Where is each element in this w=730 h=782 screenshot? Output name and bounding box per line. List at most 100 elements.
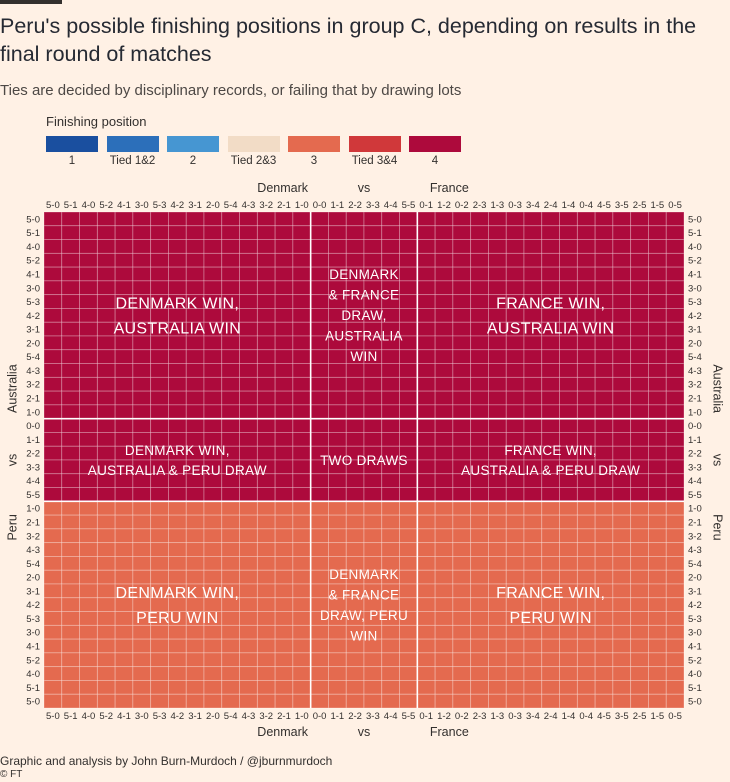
heatmap-cell bbox=[274, 611, 294, 626]
heatmap-cell bbox=[559, 363, 578, 378]
heatmap-cell bbox=[488, 418, 507, 433]
heatmap-cell bbox=[150, 335, 169, 351]
heatmap-cell bbox=[452, 225, 472, 240]
heatmap-cell bbox=[665, 597, 685, 612]
heatmap-cell bbox=[665, 432, 685, 447]
heatmap-cell bbox=[310, 280, 329, 296]
heatmap-cell bbox=[221, 666, 240, 681]
heatmap-cell bbox=[541, 376, 560, 392]
heatmap-cell bbox=[416, 404, 436, 420]
heatmap-cell bbox=[505, 556, 525, 571]
heatmap-cell bbox=[612, 528, 632, 544]
heatmap-cell bbox=[612, 569, 632, 585]
heatmap-cell bbox=[310, 556, 329, 571]
y-tick-label: 5-1 bbox=[688, 683, 702, 694]
heatmap-cell bbox=[168, 335, 187, 351]
heatmap-cell bbox=[630, 376, 649, 392]
heatmap-cell bbox=[523, 376, 543, 392]
heatmap-cell bbox=[310, 473, 329, 488]
heatmap-cell bbox=[203, 514, 223, 530]
x-tick-label: 1-0 bbox=[295, 711, 309, 722]
heatmap-cell bbox=[399, 487, 418, 502]
heatmap-cell bbox=[239, 321, 258, 337]
heatmap-cell bbox=[452, 280, 472, 296]
heatmap-cell bbox=[648, 225, 667, 240]
y-tick-label: 4-1 bbox=[688, 642, 702, 653]
y-tick-label: 4-3 bbox=[688, 366, 702, 377]
heatmap-cell bbox=[612, 583, 632, 599]
heatmap-cell bbox=[239, 280, 258, 296]
heatmap-cell bbox=[559, 652, 578, 668]
heatmap-cell bbox=[381, 680, 400, 695]
heatmap-cell bbox=[256, 335, 276, 351]
y-tick-label: 0-0 bbox=[688, 421, 702, 432]
heatmap-cell bbox=[274, 569, 294, 585]
heatmap-cell bbox=[328, 542, 347, 557]
heatmap-cell bbox=[239, 638, 258, 654]
heatmap-cell bbox=[310, 500, 329, 516]
heatmap-cell bbox=[488, 638, 507, 654]
heatmap-cell bbox=[630, 583, 649, 599]
heatmap-cell bbox=[630, 432, 649, 447]
heatmap-cell bbox=[292, 514, 312, 530]
heatmap-cell bbox=[488, 569, 507, 585]
heatmap-cell bbox=[612, 363, 632, 378]
heatmap-cell bbox=[79, 514, 98, 530]
heatmap-cell bbox=[168, 363, 187, 378]
heatmap-cell bbox=[96, 693, 116, 709]
heatmap-cell bbox=[559, 624, 578, 640]
heatmap-cell bbox=[310, 487, 329, 502]
heatmap-cell bbox=[505, 404, 525, 420]
x-tick-label: 5-0 bbox=[46, 200, 60, 211]
heatmap-cell bbox=[648, 528, 667, 544]
heatmap-cell bbox=[665, 239, 685, 254]
heatmap-cell bbox=[488, 693, 507, 709]
heatmap-cell bbox=[452, 418, 472, 433]
heatmap-cell bbox=[665, 363, 685, 378]
heatmap-cell bbox=[168, 211, 187, 227]
heatmap-cell bbox=[274, 390, 294, 406]
heatmap-cell bbox=[185, 680, 205, 695]
heatmap-cell bbox=[470, 514, 489, 530]
heatmap-cell bbox=[665, 266, 685, 282]
heatmap-cell bbox=[185, 652, 205, 668]
heatmap-cell bbox=[168, 542, 187, 557]
x-tick-label: 1-2 bbox=[437, 200, 451, 211]
heatmap-cell bbox=[488, 252, 507, 268]
heatmap-cell bbox=[470, 211, 489, 227]
x-tick-label: 1-0 bbox=[295, 200, 309, 211]
chart-title: Peru's possible finishing positions in g… bbox=[0, 14, 697, 66]
heatmap-cell bbox=[630, 500, 649, 516]
heatmap-cell bbox=[274, 404, 294, 420]
heatmap-cell bbox=[665, 335, 685, 351]
heatmap-cell bbox=[416, 335, 436, 351]
heatmap-cell bbox=[221, 363, 240, 378]
heatmap-cell bbox=[221, 376, 240, 392]
legend-swatch bbox=[46, 136, 98, 152]
heatmap-cell bbox=[168, 652, 187, 668]
y-tick-label: 2-2 bbox=[688, 449, 702, 460]
x-tick-label: 5-4 bbox=[224, 200, 238, 211]
heatmap-cell bbox=[541, 514, 560, 530]
heatmap-cell bbox=[96, 445, 116, 461]
heatmap-cell bbox=[470, 583, 489, 599]
heatmap-cell bbox=[416, 473, 436, 488]
y-tick-label: 2-0 bbox=[26, 573, 40, 584]
heatmap-cell bbox=[43, 363, 63, 378]
x-tick-label: 1-3 bbox=[490, 200, 504, 211]
x-tick-label: 2-5 bbox=[633, 200, 647, 211]
heatmap-cell bbox=[132, 638, 152, 654]
heatmap-cell bbox=[345, 363, 365, 378]
heatmap-cell bbox=[559, 225, 578, 240]
heatmap-cell bbox=[434, 432, 454, 447]
region-label-fr-win-draw: FRANCE WIN, AUSTRALIA & PERU DRAW bbox=[461, 443, 640, 478]
y-tick-label: 3-0 bbox=[26, 628, 40, 639]
y-tick-label: 3-2 bbox=[688, 531, 702, 542]
heatmap-cell bbox=[256, 418, 276, 433]
heatmap-cell bbox=[256, 487, 276, 502]
heatmap-cell bbox=[310, 294, 329, 309]
x-tick-label: 4-2 bbox=[170, 200, 184, 211]
heatmap-cell bbox=[61, 294, 80, 309]
heatmap-cell bbox=[96, 569, 116, 585]
heatmap-cell bbox=[594, 294, 614, 309]
